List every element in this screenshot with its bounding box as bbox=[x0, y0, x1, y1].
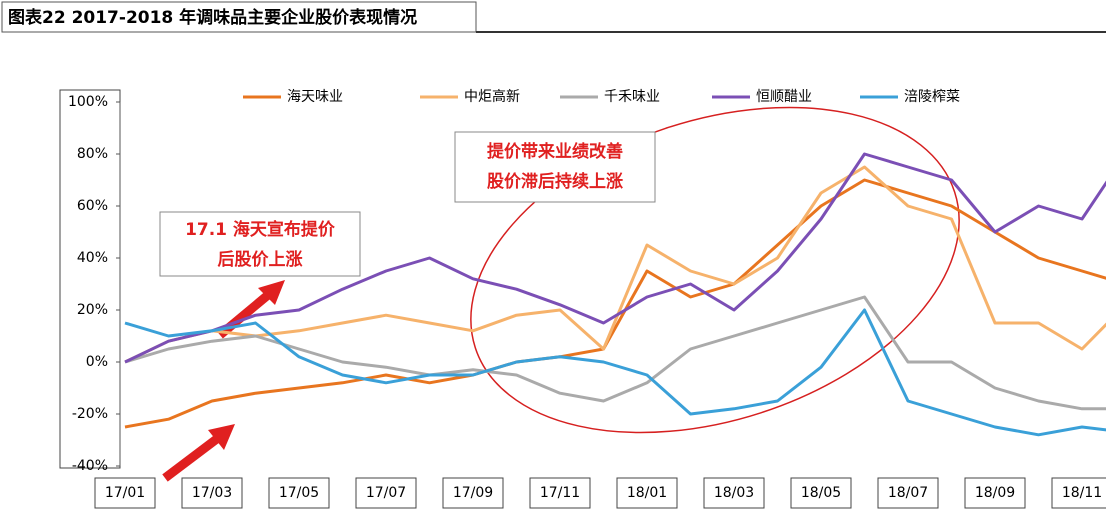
x-tick-box bbox=[1051, 477, 1106, 509]
legend-label: 中炬高新 bbox=[464, 88, 520, 105]
title-box bbox=[1, 1, 477, 33]
y-tick-label: 60% bbox=[77, 198, 108, 214]
y-tick-label: 40% bbox=[77, 250, 108, 266]
x-tick-box bbox=[616, 477, 678, 509]
series-line bbox=[124, 295, 1106, 411]
x-tick-box bbox=[355, 477, 417, 509]
x-tick-box bbox=[703, 477, 765, 509]
x-tick-label: 18/05 bbox=[801, 485, 841, 501]
annotation: 提价带来业绩改善 bbox=[487, 141, 623, 162]
series-line bbox=[124, 308, 1106, 437]
x-tick-box bbox=[790, 477, 852, 509]
x-tick-box bbox=[442, 477, 504, 509]
annotation: 后股价上涨 bbox=[218, 250, 303, 270]
annotation: 17.1 海天宣布提价 bbox=[185, 219, 336, 240]
x-tick-label: 18/07 bbox=[888, 485, 928, 501]
annotation: 股价滞后持续上涨 bbox=[487, 171, 623, 192]
x-tick-box bbox=[268, 477, 330, 509]
legend-label: 海天味业 bbox=[287, 89, 343, 105]
y-tick-label: 80% bbox=[77, 146, 108, 162]
x-tick-label: 18/03 bbox=[714, 485, 754, 501]
series-line bbox=[124, 165, 1106, 364]
legend-label: 涪陵榨菜 bbox=[904, 88, 960, 105]
x-tick-box bbox=[964, 477, 1026, 509]
legend-label: 恒顺醋业 bbox=[756, 89, 812, 105]
series-line bbox=[124, 152, 1106, 364]
chart-title: 图表22 2017-2018 年调味品主要企业股价表现情况 bbox=[8, 7, 417, 28]
x-tick-label: 17/03 bbox=[192, 485, 232, 501]
y-tick-label: 0% bbox=[86, 354, 108, 370]
x-tick-label: 17/09 bbox=[453, 485, 493, 501]
y-tick-label: -20% bbox=[72, 406, 108, 422]
x-tick-box bbox=[94, 477, 156, 509]
x-tick-label: 17/11 bbox=[540, 485, 580, 501]
x-tick-box bbox=[181, 477, 243, 509]
x-tick-label: 17/07 bbox=[366, 485, 406, 501]
x-tick-label: 18/09 bbox=[975, 485, 1015, 501]
y-tick-label: 20% bbox=[77, 302, 108, 318]
highlight-ellipse bbox=[470, 106, 960, 434]
x-tick-box bbox=[529, 477, 591, 509]
x-tick-box bbox=[877, 477, 939, 509]
y-tick-label: -40% bbox=[72, 458, 108, 474]
legend-label: 千禾味业 bbox=[604, 89, 660, 105]
y-tick-label: 100% bbox=[68, 94, 108, 110]
annotation-box bbox=[454, 131, 656, 203]
x-tick-label: 18/01 bbox=[627, 485, 667, 501]
x-tick-label: 17/05 bbox=[279, 485, 319, 501]
x-tick-label: 17/01 bbox=[105, 485, 145, 501]
x-tick-label: 18/11 bbox=[1062, 485, 1102, 501]
annotation-box bbox=[159, 211, 361, 277]
